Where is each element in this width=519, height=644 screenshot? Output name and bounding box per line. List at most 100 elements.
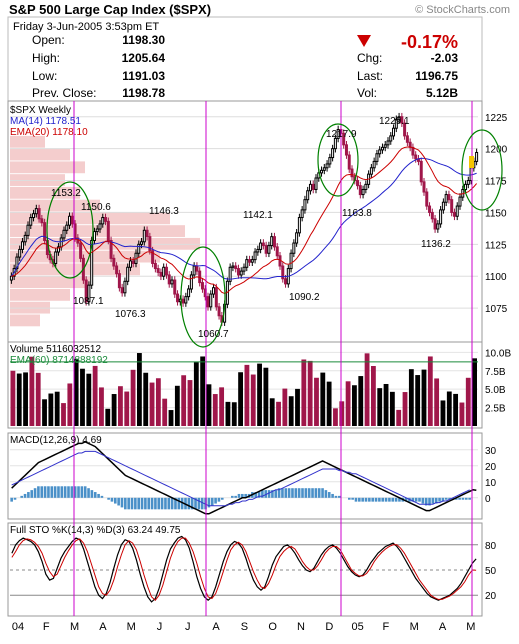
macd-histogram-bar	[351, 497, 354, 500]
macd-histogram-bar	[114, 497, 117, 504]
candle-body	[137, 243, 141, 254]
candle-body	[209, 293, 213, 308]
macd-line	[11, 440, 477, 515]
candle-body	[383, 144, 387, 148]
candle-body	[184, 296, 188, 304]
volume-profile-bar	[10, 186, 80, 199]
macd-histogram-bar	[428, 497, 431, 506]
macd-histogram-bar	[117, 497, 120, 506]
candle-body	[70, 215, 74, 225]
candle-body	[117, 273, 121, 289]
price-legend: $SPX Weekly	[10, 105, 71, 116]
macd-histogram-bar	[20, 495, 23, 498]
volume-bar	[427, 356, 433, 426]
candle-body	[131, 260, 135, 264]
candle-body	[295, 232, 299, 244]
candle-body	[234, 265, 238, 270]
candle-body	[212, 287, 216, 295]
macd-histogram-bar	[147, 497, 151, 510]
price-annotation: 1087.1	[73, 296, 104, 307]
candle-body	[95, 228, 99, 233]
candle-body	[300, 209, 304, 219]
macd-histogram-bar	[37, 486, 40, 498]
ema-legend: EMA(20) 1178.10	[10, 127, 88, 138]
candle-body	[206, 296, 210, 308]
macd-histogram-bar	[374, 497, 378, 502]
candle-body	[37, 208, 41, 220]
stat-label: Chg:	[357, 51, 382, 65]
macd-histogram-bar	[107, 497, 110, 500]
volume-bar	[16, 373, 22, 426]
volume-bar	[415, 375, 421, 426]
macd-histogram-bar	[294, 488, 298, 498]
candle-body	[311, 183, 315, 190]
volume-ema-legend: EMA(60) 8714888192	[10, 355, 108, 366]
candle-body	[256, 248, 260, 253]
candle-body	[441, 201, 445, 211]
candle-body	[250, 259, 254, 263]
candle-body	[344, 144, 348, 156]
macd-histogram-bar	[267, 490, 271, 498]
macd-histogram-bar	[100, 495, 104, 498]
volume-bar	[136, 353, 142, 426]
macd-histogram-bar	[297, 488, 301, 498]
macd-histogram-bar	[371, 497, 374, 502]
macd-histogram-bar	[67, 486, 70, 498]
macd-histogram-bar	[231, 495, 234, 498]
macd-histogram-bar	[398, 497, 401, 502]
volume-bar	[276, 401, 281, 426]
candle-body	[333, 137, 337, 150]
volume-bar	[301, 359, 307, 426]
candle-body	[328, 157, 332, 165]
volume-bar	[440, 400, 446, 426]
macd-histogram-bar	[307, 488, 311, 498]
stat-value: -2.03	[431, 51, 459, 65]
x-axis-label: 04	[12, 621, 24, 633]
x-axis-label: M	[70, 621, 79, 633]
macd-histogram-bar	[134, 497, 137, 510]
sto-panel	[7, 522, 483, 617]
volume-bar	[124, 391, 130, 426]
macd-histogram-bar	[257, 492, 261, 498]
macd-histogram-bar	[431, 497, 435, 504]
date-line: Friday 3-Jun-2005 3:53pm ET	[13, 21, 159, 33]
volume-profile-bar	[10, 250, 160, 263]
macd-histogram-bar	[73, 486, 77, 498]
volume-bar	[61, 403, 66, 426]
volume-bar	[389, 391, 395, 426]
volume-bar	[225, 401, 231, 426]
candle-body	[281, 265, 285, 280]
volume-profile-bar	[10, 263, 140, 276]
ma-line	[10, 157, 477, 280]
macd-histogram-bar	[368, 497, 371, 502]
macd-histogram-bar	[214, 497, 217, 504]
macd-histogram-bar	[434, 497, 438, 504]
macd-histogram-bar	[237, 493, 241, 498]
candle-body	[9, 275, 13, 281]
macd-histogram-bar	[331, 493, 334, 498]
candle-body	[239, 270, 243, 276]
x-axis-label: M	[466, 621, 475, 633]
macd-histogram-bar	[77, 486, 80, 498]
candle-body	[272, 236, 276, 248]
annotation-ellipse	[180, 246, 226, 348]
volume-bar	[352, 385, 357, 426]
volume-tick-label: 7.5B	[485, 367, 506, 378]
macd-histogram-bar	[301, 488, 304, 498]
macd-histogram-bar	[364, 497, 368, 502]
macd-histogram-bar	[150, 497, 154, 510]
macd-histogram-bar	[10, 497, 13, 502]
volume-bar	[105, 408, 111, 426]
volume-bar	[238, 372, 243, 426]
candle-body	[464, 183, 468, 190]
macd-histogram-bar	[197, 497, 201, 510]
volume-bar	[187, 380, 193, 426]
macd-histogram-bar	[461, 497, 465, 500]
macd-histogram-bar	[43, 486, 47, 498]
macd-histogram-bar	[444, 497, 448, 500]
candle-body	[356, 180, 360, 187]
candle-body	[115, 265, 119, 275]
macd-signal-line	[11, 450, 470, 507]
macd-histogram-bar	[468, 497, 471, 500]
candle-body	[126, 266, 130, 282]
